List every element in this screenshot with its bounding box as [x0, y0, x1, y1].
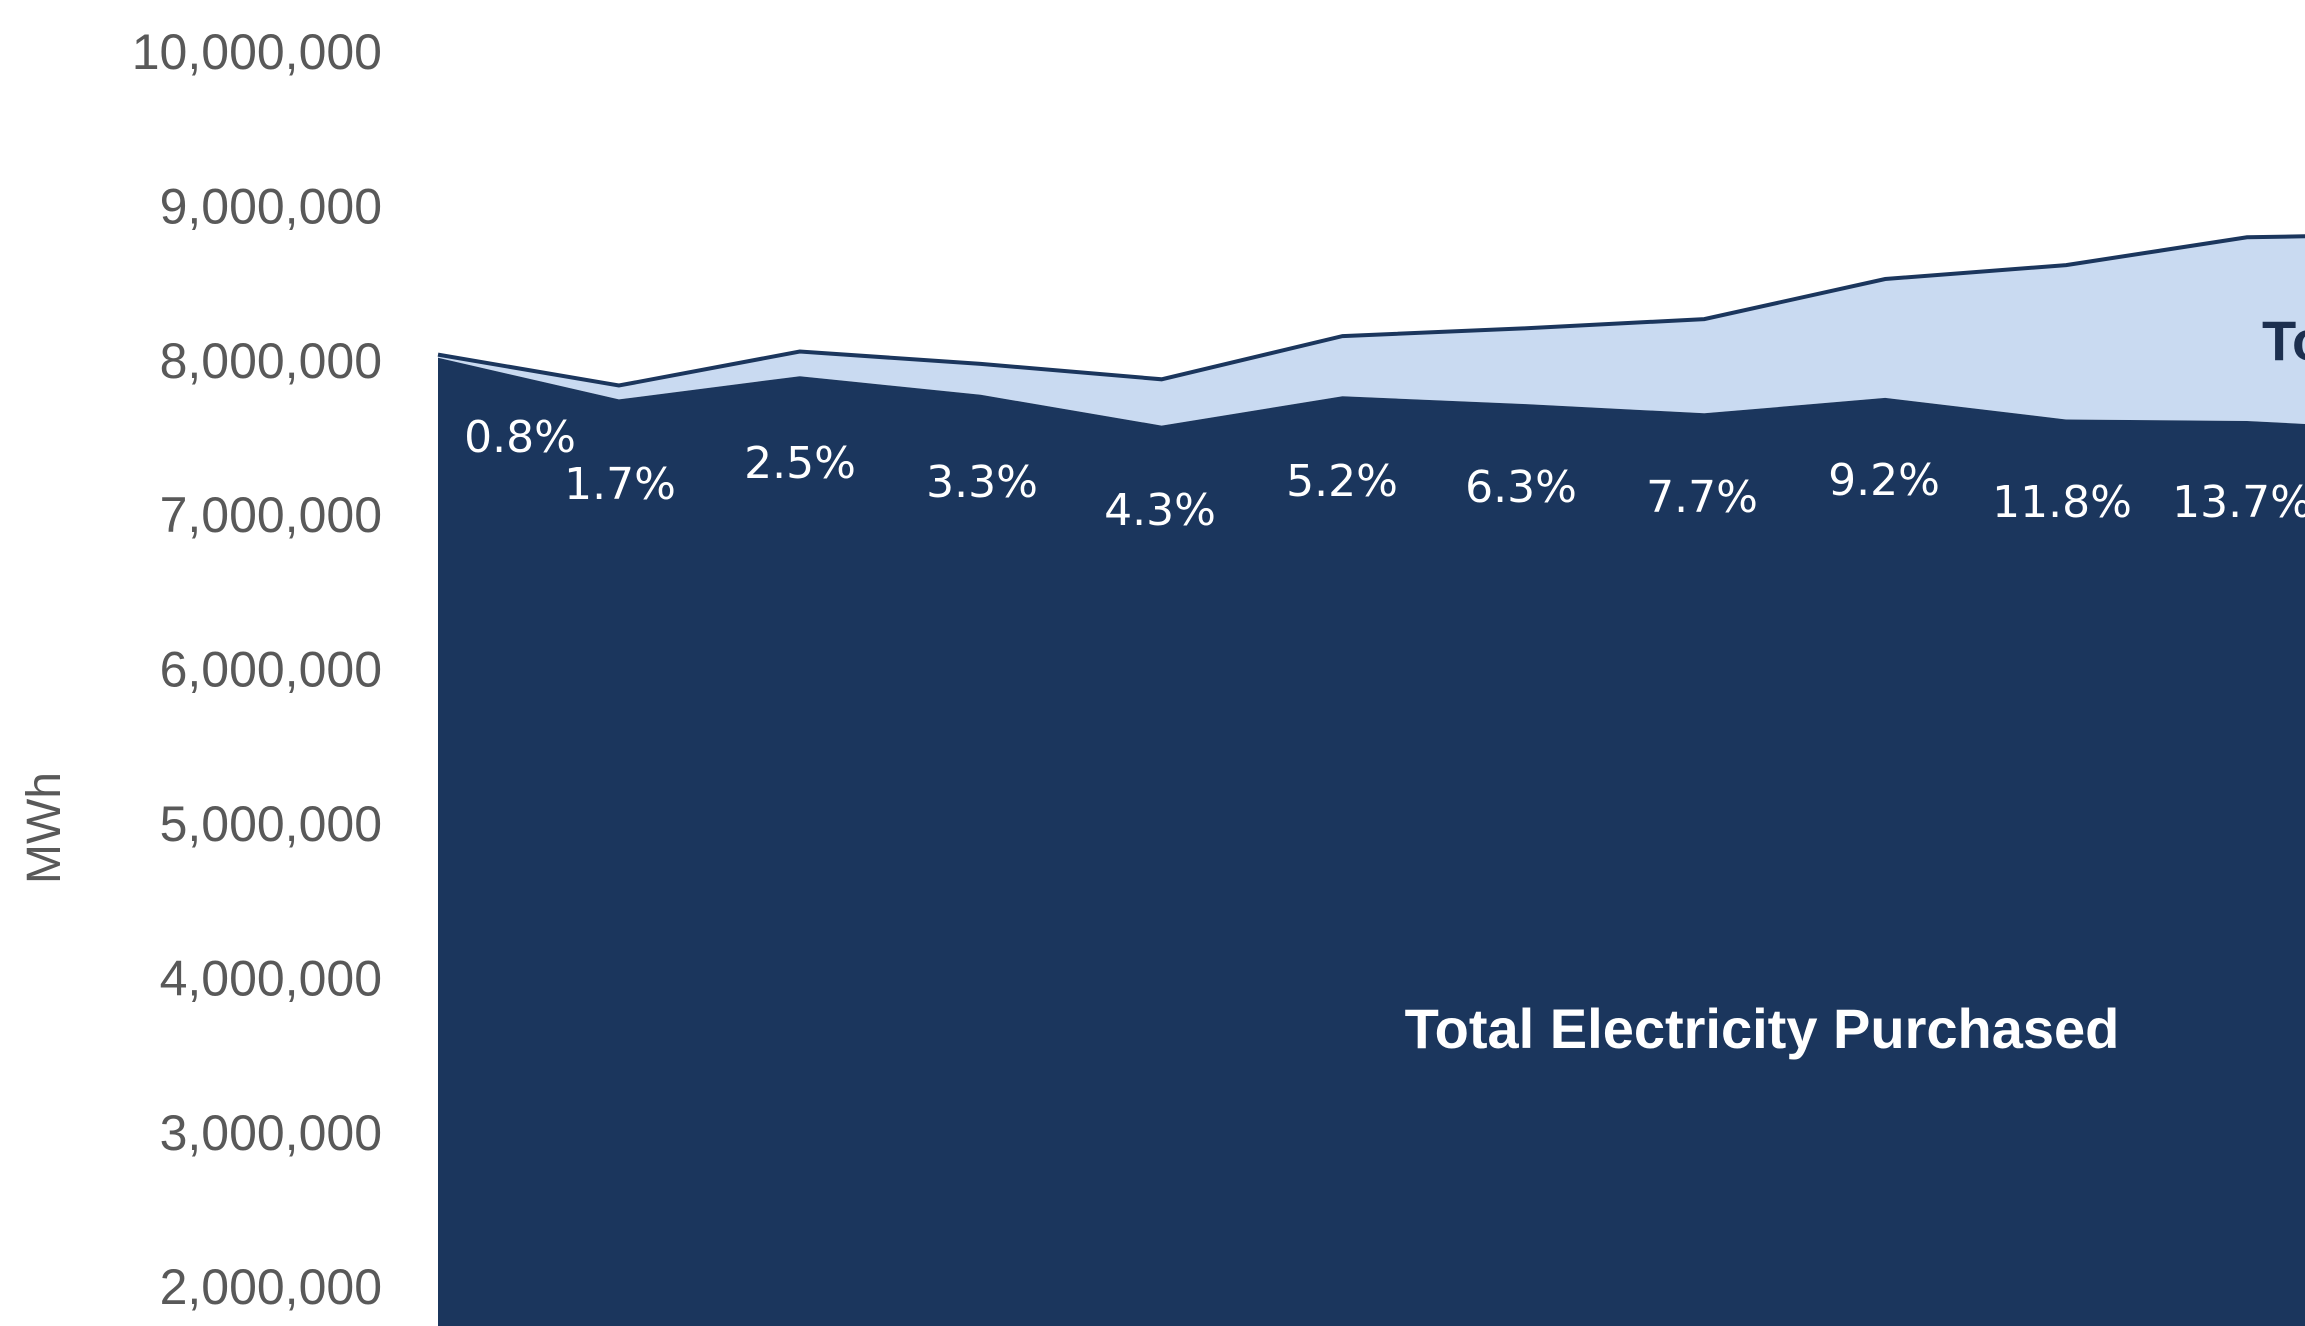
percent-labels: 0.8%1.7% 2.5% 3.3% 4.3% 5.2% 6.3% 7.7% 9.2% 11.8… — [464, 412, 2305, 536]
percent-data-label: 13.7% — [2172, 477, 2305, 528]
y-axis-ticks: 10,000,000 9,000,000 8,000,000 7,000,000 6,0… — [132, 24, 382, 1315]
y-tick-label: 3,000,000 — [160, 1105, 382, 1161]
y-axis-title: MWh — [18, 772, 71, 884]
y-tick-label: 8,000,000 — [160, 333, 382, 389]
percent-data-label: 9.2% — [1828, 455, 1940, 506]
percent-data-label: 1.7% — [564, 459, 676, 510]
y-tick-label: 6,000,000 — [160, 642, 382, 698]
y-tick-label: 7,000,000 — [160, 487, 382, 543]
series-label-partial: To — [2262, 309, 2305, 372]
percent-data-label: 11.8% — [1992, 477, 2132, 528]
y-tick-label: 5,000,000 — [160, 796, 382, 852]
y-tick-label: 2,000,000 — [160, 1259, 382, 1315]
y-tick-label: 4,000,000 — [160, 950, 382, 1006]
y-tick-label: 10,000,000 — [132, 24, 382, 80]
y-tick-label: 9,000,000 — [160, 178, 382, 234]
percent-data-label: 7.7% — [1646, 472, 1758, 523]
upper-series-outline — [437, 234, 2305, 388]
plot-area — [437, 234, 2305, 1326]
percent-data-label: 0.8% — [464, 412, 576, 463]
area-series-total-electricity-purchased — [438, 357, 2305, 1326]
percent-data-label: 4.3% — [1104, 485, 1216, 536]
percent-data-label: 2.5% — [744, 438, 856, 489]
area-series-upper — [438, 236, 2305, 426]
percent-data-label: 3.3% — [926, 457, 1038, 508]
series-label-total-electricity-purchased: Total Electricity Purchased — [1405, 997, 2120, 1060]
percent-data-label: 5.2% — [1286, 456, 1398, 507]
percent-data-label: 6.3% — [1465, 462, 1577, 513]
